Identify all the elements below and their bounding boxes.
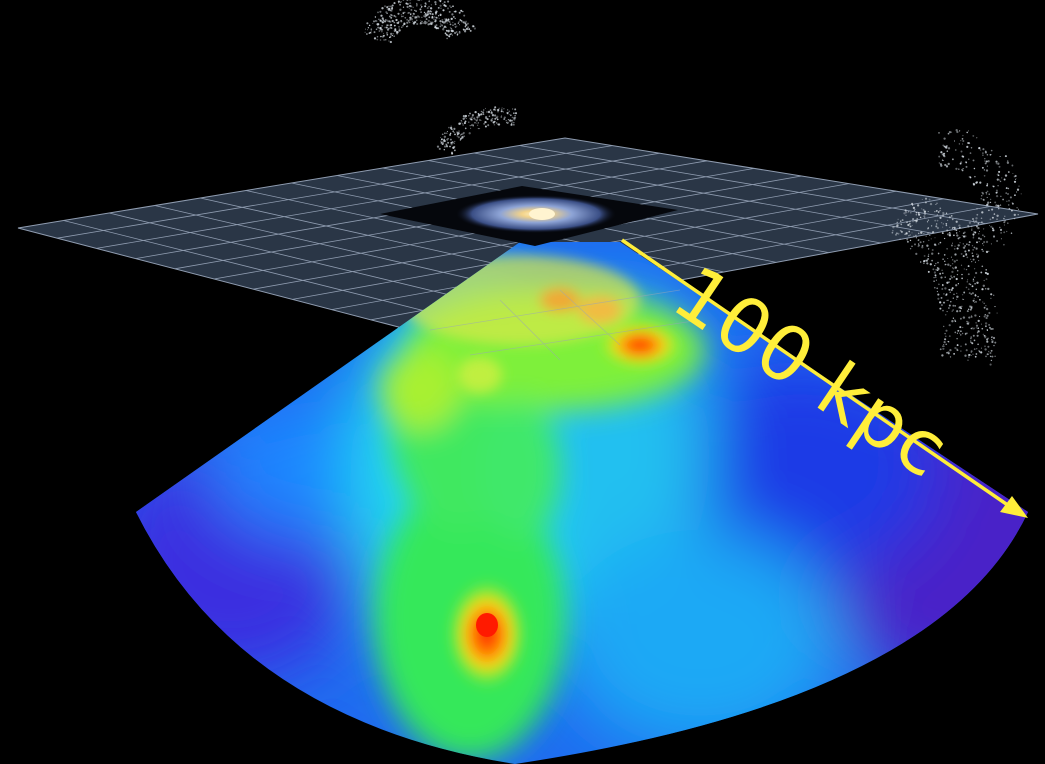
milky-way-disk (380, 186, 678, 246)
wedge-grid-overlay (429, 289, 701, 361)
density-map-wedge (136, 242, 1028, 764)
stellar-stream (364, 0, 1022, 366)
scale-arrow (621, 238, 1028, 518)
